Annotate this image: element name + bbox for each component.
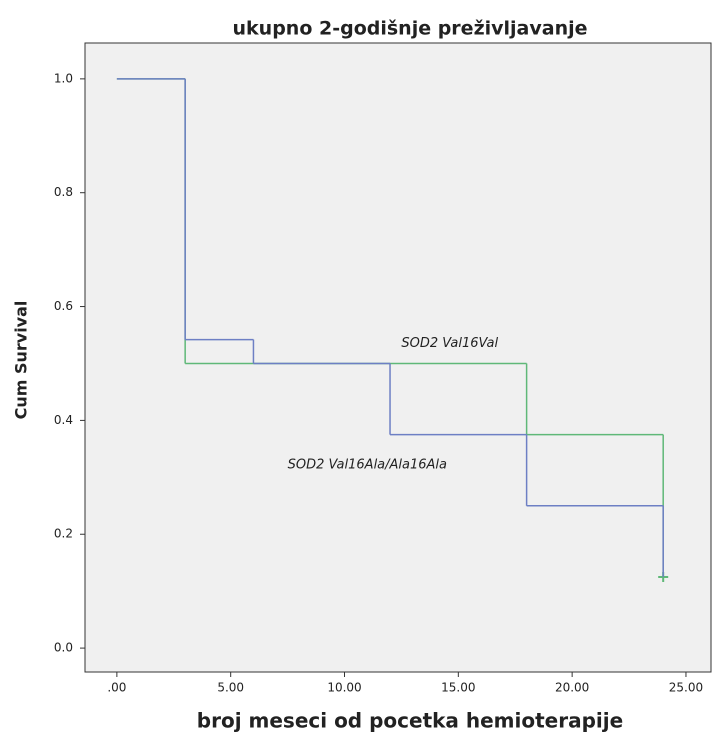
y-tick-label: 0.8 [54, 185, 73, 199]
plot-area [84, 42, 712, 673]
x-tick-label: .00 [107, 681, 126, 695]
y-tick-label: 0.4 [54, 413, 73, 427]
y-axis-label: Cum Survival [12, 301, 31, 420]
x-tick-label: 15.00 [441, 681, 475, 695]
chart-title: ukupno 2-godišnje preživljavanje [233, 18, 588, 40]
x-axis-label: broj meseci od pocetka hemioterapije [197, 709, 623, 733]
series-label: SOD2 Val16Ala/Ala16Ala [288, 457, 447, 472]
x-tick-label: 25.00 [669, 681, 703, 695]
series-label: SOD2 Val16Val [401, 336, 498, 351]
x-tick-label: 10.00 [327, 681, 361, 695]
y-tick-label: 0.2 [54, 527, 73, 541]
x-tick-label: 5.00 [217, 681, 244, 695]
y-tick-label: 1.0 [54, 71, 73, 85]
x-tick-label: 20.00 [555, 681, 589, 695]
y-tick-label: 0.6 [54, 299, 73, 313]
y-tick-label: 0.0 [54, 641, 73, 655]
